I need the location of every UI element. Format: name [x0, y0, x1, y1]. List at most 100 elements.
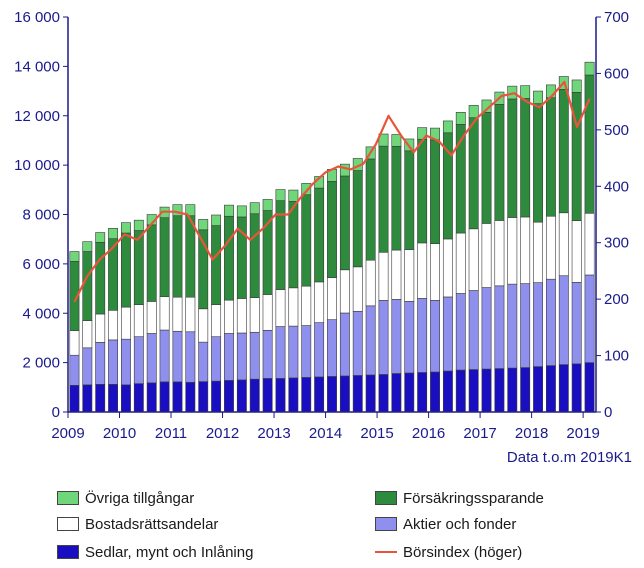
y-left-tick-label: 12 000 [14, 108, 60, 125]
legend-label-forsakring: Försäkringssparande [403, 489, 544, 507]
bar-segment-ovriga [301, 183, 312, 196]
x-tick-label: 2009 [51, 425, 84, 442]
bar-segment-sedlar [558, 364, 569, 413]
bar-segment-sedlar [121, 384, 131, 413]
bar-segment-forsakring [391, 146, 402, 251]
bar-segment-sedlar [224, 380, 234, 413]
legend-item-bostadsratt: Bostadsrättsandelar [57, 513, 218, 535]
bar-segment-bostadsratt [108, 309, 119, 341]
x-tick-label: 2012 [206, 425, 239, 442]
bar-segment-sedlar [95, 384, 106, 413]
bar-segment-ovriga [236, 205, 247, 218]
bar-segment-bostadsratt [159, 296, 170, 331]
bar-segment-forsakring [211, 225, 222, 305]
bar-segment-ovriga [275, 189, 286, 201]
bar-segment-forsakring [545, 97, 556, 217]
bar-segment-aktier [378, 300, 389, 375]
bar-segment-forsakring [584, 74, 595, 214]
x-tick-label: 2013 [257, 425, 290, 442]
bar-segment-sedlar [391, 373, 402, 413]
bar-segment-sedlar [327, 376, 337, 413]
y-right-tick-label: 100 [604, 348, 629, 365]
bar-segment-forsakring [507, 98, 518, 218]
bar-segment-aktier [481, 287, 492, 370]
bar-segment-sedlar [365, 374, 376, 413]
bar-segment-aktier [404, 301, 415, 374]
bar-segment-aktier [236, 332, 247, 381]
bar-segment-aktier [327, 319, 337, 377]
bar-segment-aktier [69, 354, 80, 386]
y-right-tick-label: 400 [604, 178, 629, 195]
bar-segment-forsakring [404, 150, 415, 250]
bar-segment-bostadsratt [198, 308, 209, 343]
bar-segment-ovriga [442, 120, 453, 134]
bar-segment-aktier [533, 282, 543, 367]
y-left-tick-label: 16 000 [14, 9, 60, 26]
y-right-tick-label: 300 [604, 235, 629, 252]
bar-segment-aktier [314, 322, 325, 378]
bar-segment-ovriga [95, 232, 106, 243]
bar-segment-forsakring [185, 215, 196, 298]
bar-segment-bostadsratt [571, 220, 582, 283]
bar-segment-bostadsratt [533, 221, 543, 283]
legend-label-ovriga: Övriga tillgångar [85, 489, 195, 507]
bar-segment-forsakring [365, 158, 376, 261]
legend-swatch-ovriga [57, 491, 79, 505]
legend-swatch-bostadsratt [57, 517, 79, 531]
bar-segment-aktier [455, 293, 466, 371]
bar-segment-aktier [224, 333, 234, 381]
bar-segment-ovriga [133, 219, 144, 231]
bar-segment-sedlar [146, 382, 157, 413]
bar-segment-sedlar [584, 362, 595, 413]
bar-segment-sedlar [430, 371, 440, 413]
bar-segment-aktier [468, 290, 479, 370]
data-note: Data t.o.m 2019K1 [507, 449, 632, 466]
bar-segment-forsakring [468, 117, 479, 230]
bar-segment-aktier [430, 300, 440, 373]
bar-segment-aktier [146, 333, 157, 384]
bar-segment-forsakring [430, 139, 440, 244]
legend-item-sedlar: Sedlar, mynt och Inlåning [57, 541, 253, 563]
bar-segment-sedlar [172, 381, 183, 413]
legend-swatch-forsakring [375, 491, 397, 505]
y-left-tick-label: 0 [52, 404, 60, 421]
bar-segment-bostadsratt [275, 289, 286, 327]
bar-segment-bostadsratt [520, 216, 531, 284]
bar-segment-bostadsratt [69, 330, 80, 356]
y-left-tick-label: 8 000 [22, 207, 60, 224]
x-tick-label: 2014 [309, 425, 342, 442]
bar-segment-aktier [133, 336, 144, 384]
bar-segment-aktier [108, 339, 119, 385]
bar-segment-sedlar [236, 379, 247, 413]
bar-segment-forsakring [249, 213, 260, 298]
legend-item-forsakring: Försäkringssparande [375, 487, 544, 509]
bar-segment-aktier [288, 325, 299, 379]
bar-segment-bostadsratt [146, 301, 157, 334]
bar-segment-bostadsratt [262, 294, 273, 331]
bar-segment-forsakring [95, 242, 106, 315]
bar-segment-sedlar [108, 384, 119, 413]
bar-segment-forsakring [558, 89, 569, 214]
bar-segment-sedlar [442, 370, 453, 413]
bar-segment-aktier [442, 296, 453, 372]
bar-segment-ovriga [288, 189, 299, 202]
bar-segment-forsakring [121, 232, 131, 308]
bar-segment-ovriga [121, 222, 131, 234]
bar-segment-ovriga [185, 204, 196, 217]
bar-segment-sedlar [211, 380, 222, 413]
bar-segment-sedlar [533, 366, 543, 413]
legend-swatch-aktier [375, 517, 397, 531]
bar-segment-ovriga [571, 79, 582, 93]
legend-swatch-borsindex [375, 551, 397, 553]
stacked-bar-chart: 0 2 000 4 000 6 000 8 000 10 000 12 000 14 000 1… [14, 9, 632, 466]
bar-segment-bostadsratt [430, 243, 440, 301]
bar-segment-sedlar [455, 369, 466, 413]
bar-segment-sedlar [262, 378, 273, 413]
legend-label-borsindex: Börsindex (höger) [403, 543, 523, 561]
bar-segment-ovriga [584, 61, 595, 76]
bar-segment-bostadsratt [249, 297, 260, 333]
bar-segment-sedlar [301, 377, 312, 413]
legend-swatch-sedlar [57, 545, 79, 559]
bar-segment-aktier [185, 331, 196, 383]
bar-segment-forsakring [520, 98, 531, 218]
